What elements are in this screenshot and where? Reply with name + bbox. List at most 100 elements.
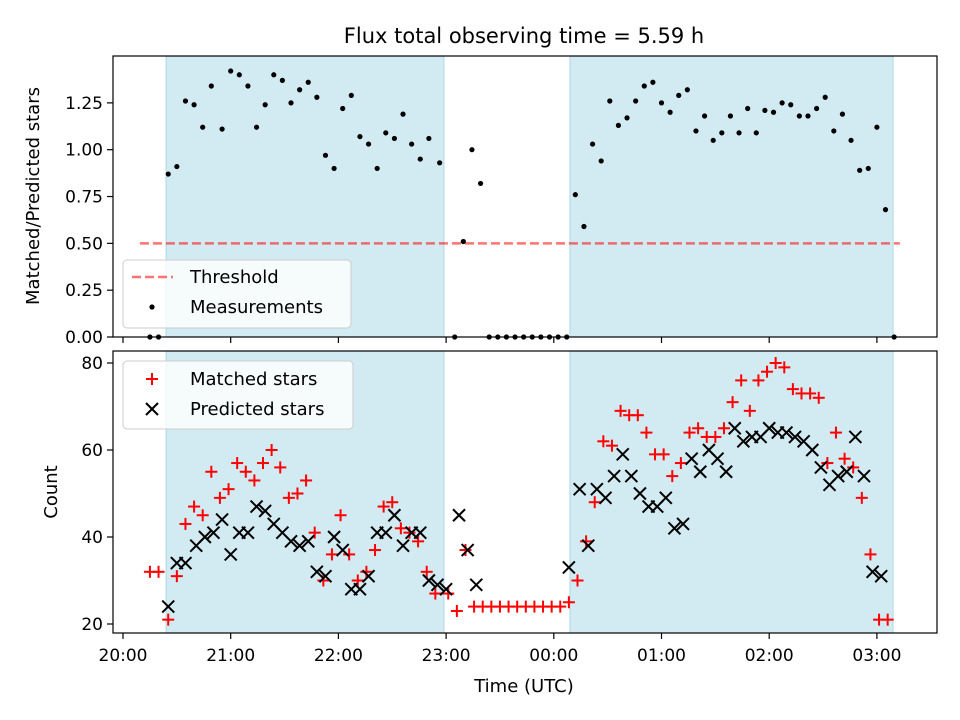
matched-star-point xyxy=(605,439,618,452)
predicted-star-point xyxy=(779,425,794,440)
predicted-star-point xyxy=(848,430,863,444)
measurement-point xyxy=(305,79,311,85)
measurement-point xyxy=(477,180,484,187)
x-tick-label: 22:00 xyxy=(314,646,363,666)
measurement-point xyxy=(245,83,251,89)
matched-star-point xyxy=(769,357,782,369)
bottom-legend: Matched stars Predicted stars xyxy=(122,360,354,430)
matched-star-point xyxy=(786,383,799,396)
top-y-tick-label: 1.25 xyxy=(65,94,103,114)
matched-star-point xyxy=(334,509,347,522)
matched-star-point xyxy=(213,491,226,504)
measurement-point xyxy=(279,77,285,83)
predicted-star-point xyxy=(624,469,639,483)
measurement-point xyxy=(598,158,604,164)
measurement-point xyxy=(460,238,466,245)
bottom-y-tick-label: 40 xyxy=(81,528,103,548)
measurement-point xyxy=(727,113,734,119)
measurement-point xyxy=(796,113,802,119)
x-tick-label: 21:00 xyxy=(206,646,255,666)
top-y-axis-ticks: 0.00 0.25 0.50 0.75 1.00 1.25 xyxy=(65,94,113,348)
top-y-tick-label: 0.25 xyxy=(65,281,103,301)
matched-star-point xyxy=(274,461,287,474)
measurement-point xyxy=(340,105,346,112)
legend-measurements-label: Measurements xyxy=(190,297,323,318)
ratio-panel: 0.00 0.25 0.50 0.75 1.00 1.25 Matched/Predict… xyxy=(23,55,938,348)
legend-measurements-swatch xyxy=(149,304,155,310)
top-y-tick-label: 0.50 xyxy=(65,234,103,254)
x-tick-label: 20:00 xyxy=(99,646,148,666)
predicted-star-point xyxy=(831,469,845,483)
matched-star-point xyxy=(580,535,593,548)
top-legend-box xyxy=(122,259,352,329)
predicted-star-point xyxy=(857,469,871,483)
matched-star-point xyxy=(231,457,244,470)
matched-star-point xyxy=(631,409,644,422)
predicted-star-point xyxy=(353,582,367,596)
matched-star-point xyxy=(196,509,209,522)
matched-star-point xyxy=(804,387,817,400)
measurement-point xyxy=(182,98,189,104)
top-y-tick-label: 0.00 xyxy=(65,328,103,348)
matched-star-point xyxy=(351,574,364,587)
predicted-star-point xyxy=(361,569,376,583)
x-axis-label: Time (UTC) xyxy=(473,676,574,697)
legend-matched-swatch xyxy=(146,373,158,385)
matched-star-point xyxy=(838,452,851,465)
predicted-star-point xyxy=(292,538,307,553)
top-y-tick-label: 1.00 xyxy=(65,141,103,161)
predicted-star-point xyxy=(676,517,690,531)
matched-star-point xyxy=(864,548,877,561)
measurement-point xyxy=(779,100,785,106)
measurement-point xyxy=(710,137,716,143)
matched-star-point xyxy=(571,574,584,587)
bottom-legend-box xyxy=(122,360,354,430)
observing-windows-top xyxy=(165,55,894,338)
predicted-star-point xyxy=(469,578,483,592)
matched-star-point xyxy=(709,430,722,443)
measurement-point xyxy=(572,192,578,198)
matched-star-point xyxy=(317,574,330,587)
matched-stars-points xyxy=(143,357,894,626)
predicted-star-point xyxy=(318,569,333,583)
matched-star-point xyxy=(308,526,321,539)
measurement-point xyxy=(607,98,613,104)
measurement-point xyxy=(624,115,630,121)
predicted-star-point xyxy=(223,547,238,562)
measurement-point xyxy=(191,102,197,108)
predicted-star-point xyxy=(249,499,264,514)
predicted-star-point xyxy=(336,543,350,557)
predicted-star-point xyxy=(805,443,819,457)
matched-star-point xyxy=(743,404,756,417)
measurement-point xyxy=(701,113,708,119)
measurement-point xyxy=(813,105,820,112)
predicted-star-point xyxy=(387,508,402,522)
matched-star-point xyxy=(666,470,679,483)
measurement-point xyxy=(805,113,811,119)
matched-star-point xyxy=(554,600,567,613)
matched-star-point xyxy=(821,457,834,470)
matched-star-point xyxy=(179,517,192,530)
top-legend: Threshold Measurements xyxy=(122,259,352,329)
matched-star-point xyxy=(205,465,218,478)
measurement-point xyxy=(641,83,647,89)
measurement-point xyxy=(469,147,475,153)
measurement-point xyxy=(658,100,665,106)
predicted-star-point xyxy=(379,525,393,540)
measurement-point xyxy=(589,141,596,147)
top-y-axis-label: Matched/Predicted stars xyxy=(23,87,44,305)
measurement-point xyxy=(745,105,751,112)
matched-star-point xyxy=(300,474,313,487)
predicted-star-point xyxy=(396,538,410,553)
predicted-star-point xyxy=(684,451,699,466)
matched-star-point xyxy=(222,483,235,496)
x-tick-label: 02:00 xyxy=(745,646,794,666)
measurement-point xyxy=(383,130,389,136)
measurement-point xyxy=(676,92,682,98)
measurement-point xyxy=(236,72,242,78)
predicted-star-point xyxy=(762,421,776,435)
predicted-star-point xyxy=(633,486,647,501)
predicted-star-point xyxy=(562,560,576,575)
counts-panel: 20 40 60 80 20:00 21:00 22:00 23:00 00:00 01:00 0… xyxy=(41,350,938,666)
